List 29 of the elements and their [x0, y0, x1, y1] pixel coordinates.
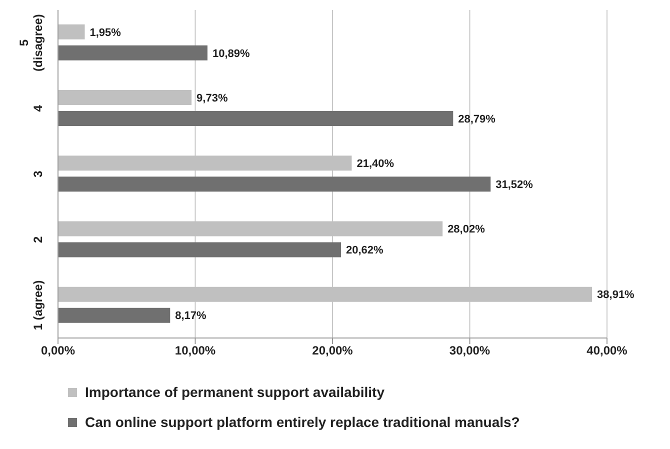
bar	[58, 308, 170, 323]
y-tick-label: 3	[31, 170, 45, 178]
y-tick-label: 4	[31, 104, 45, 112]
data-label: 10,89%	[212, 48, 250, 60]
data-label: 8,17%	[175, 310, 207, 322]
y-tick-label: 2	[31, 236, 45, 243]
bar	[58, 24, 85, 40]
data-label: 28,02%	[448, 224, 486, 236]
data-label: 21,40%	[356, 158, 394, 170]
data-label: 31,52%	[496, 179, 534, 192]
x-tick-label: 0,00%	[40, 344, 76, 358]
x-tick-label: 40,00%	[586, 344, 628, 358]
bar	[58, 176, 491, 192]
legend-label: Importance of permanent support availability	[85, 384, 385, 400]
data-label: 1,95%	[90, 26, 122, 39]
data-label: 38,91%	[597, 289, 635, 302]
bar	[58, 242, 342, 258]
x-tick-label: 20,00%	[312, 344, 354, 358]
x-tick-label: 10,00%	[174, 344, 216, 358]
data-label: 20,62%	[346, 244, 384, 257]
data-label: 28,79%	[458, 113, 496, 126]
bar	[58, 90, 192, 106]
y-tick-label: 1 (agree)	[31, 280, 45, 330]
data-label: 9,73%	[196, 92, 228, 104]
legend-label: Can online support platform entirely replace traditional manuals?	[85, 414, 520, 430]
x-tick-label: 30,00%	[449, 344, 490, 358]
y-tick-label: 5 (disagree)	[17, 14, 45, 72]
bar	[58, 45, 208, 60]
bar	[58, 111, 454, 126]
